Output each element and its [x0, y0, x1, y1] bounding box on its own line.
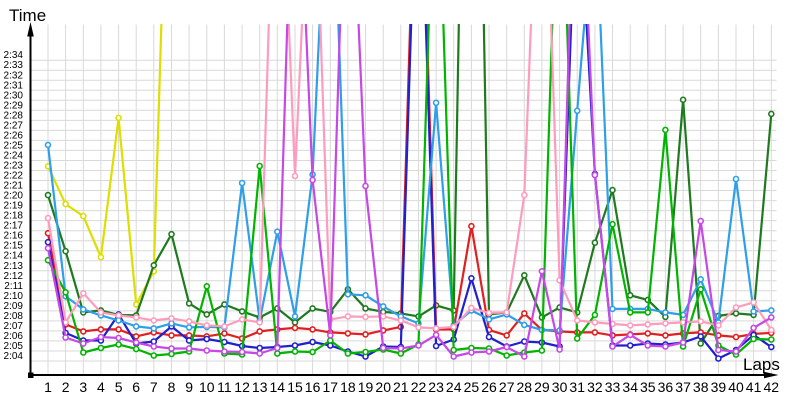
svg-text:41: 41	[746, 379, 762, 395]
svg-text:5: 5	[115, 379, 123, 395]
svg-text:37: 37	[675, 379, 691, 395]
svg-text:26: 26	[481, 379, 497, 395]
svg-text:6: 6	[132, 379, 140, 395]
svg-text:4: 4	[97, 379, 105, 395]
svg-text:17: 17	[323, 379, 339, 395]
svg-text:8: 8	[168, 379, 176, 395]
svg-text:19: 19	[358, 379, 374, 395]
svg-text:15: 15	[287, 379, 303, 395]
svg-text:2:26: 2:26	[4, 130, 24, 141]
svg-text:2:16: 2:16	[4, 231, 24, 242]
svg-text:18: 18	[340, 379, 356, 395]
svg-text:25: 25	[464, 379, 480, 395]
svg-text:2:34: 2:34	[4, 50, 24, 61]
svg-text:2:20: 2:20	[4, 191, 24, 202]
svg-text:10: 10	[199, 379, 215, 395]
svg-text:Laps: Laps	[743, 355, 780, 374]
svg-text:33: 33	[605, 379, 621, 395]
svg-text:2:17: 2:17	[4, 221, 24, 232]
svg-text:2: 2	[62, 379, 70, 395]
svg-text:2:06: 2:06	[4, 331, 24, 342]
svg-text:2:10: 2:10	[4, 291, 24, 302]
svg-text:2:32: 2:32	[4, 70, 24, 81]
svg-text:2:19: 2:19	[4, 201, 24, 212]
svg-text:22: 22	[411, 379, 427, 395]
svg-text:2:18: 2:18	[4, 211, 24, 222]
svg-text:28: 28	[517, 379, 533, 395]
svg-text:21: 21	[393, 379, 409, 395]
svg-text:14: 14	[270, 379, 286, 395]
svg-text:2:23: 2:23	[4, 161, 24, 172]
svg-text:2:11: 2:11	[4, 281, 23, 292]
svg-text:31: 31	[569, 379, 585, 395]
svg-text:34: 34	[622, 379, 638, 395]
svg-text:2:25: 2:25	[4, 140, 24, 151]
svg-text:39: 39	[711, 379, 727, 395]
svg-text:16: 16	[305, 379, 321, 395]
svg-text:Time: Time	[9, 6, 46, 25]
svg-text:2:29: 2:29	[4, 100, 24, 111]
svg-text:2:09: 2:09	[4, 301, 24, 312]
svg-text:2:24: 2:24	[4, 151, 24, 162]
svg-text:2:30: 2:30	[4, 90, 24, 101]
svg-text:2:21: 2:21	[4, 181, 24, 192]
svg-text:9: 9	[185, 379, 193, 395]
svg-text:29: 29	[534, 379, 550, 395]
svg-text:2:13: 2:13	[4, 261, 24, 272]
svg-text:2:04: 2:04	[4, 351, 24, 362]
svg-text:32: 32	[587, 379, 603, 395]
svg-text:27: 27	[499, 379, 515, 395]
svg-text:2:15: 2:15	[4, 241, 24, 252]
svg-text:2:27: 2:27	[4, 120, 24, 131]
svg-text:2:05: 2:05	[4, 341, 24, 352]
svg-text:2:12: 2:12	[4, 271, 24, 282]
svg-text:30: 30	[552, 379, 568, 395]
svg-text:35: 35	[640, 379, 656, 395]
svg-text:40: 40	[728, 379, 744, 395]
svg-text:2:28: 2:28	[4, 110, 24, 121]
svg-text:42: 42	[764, 379, 780, 395]
svg-text:2:07: 2:07	[4, 321, 24, 332]
svg-text:3: 3	[79, 379, 87, 395]
svg-text:20: 20	[375, 379, 391, 395]
svg-text:11: 11	[217, 379, 232, 395]
svg-text:2:14: 2:14	[4, 251, 24, 262]
svg-text:36: 36	[658, 379, 674, 395]
svg-text:38: 38	[693, 379, 709, 395]
svg-text:2:33: 2:33	[4, 60, 24, 71]
svg-text:2:08: 2:08	[4, 311, 24, 322]
svg-text:24: 24	[446, 379, 462, 395]
svg-text:7: 7	[150, 379, 158, 395]
svg-text:2:22: 2:22	[4, 171, 24, 182]
svg-text:1: 1	[44, 379, 52, 395]
svg-text:23: 23	[428, 379, 444, 395]
svg-text:2:31: 2:31	[4, 80, 24, 91]
svg-text:12: 12	[234, 379, 250, 395]
svg-text:13: 13	[252, 379, 268, 395]
